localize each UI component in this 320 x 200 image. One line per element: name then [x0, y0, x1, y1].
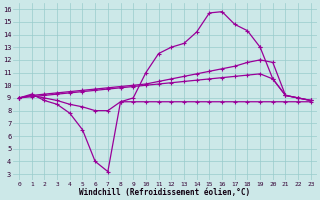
X-axis label: Windchill (Refroidissement éolien,°C): Windchill (Refroidissement éolien,°C): [79, 188, 251, 197]
